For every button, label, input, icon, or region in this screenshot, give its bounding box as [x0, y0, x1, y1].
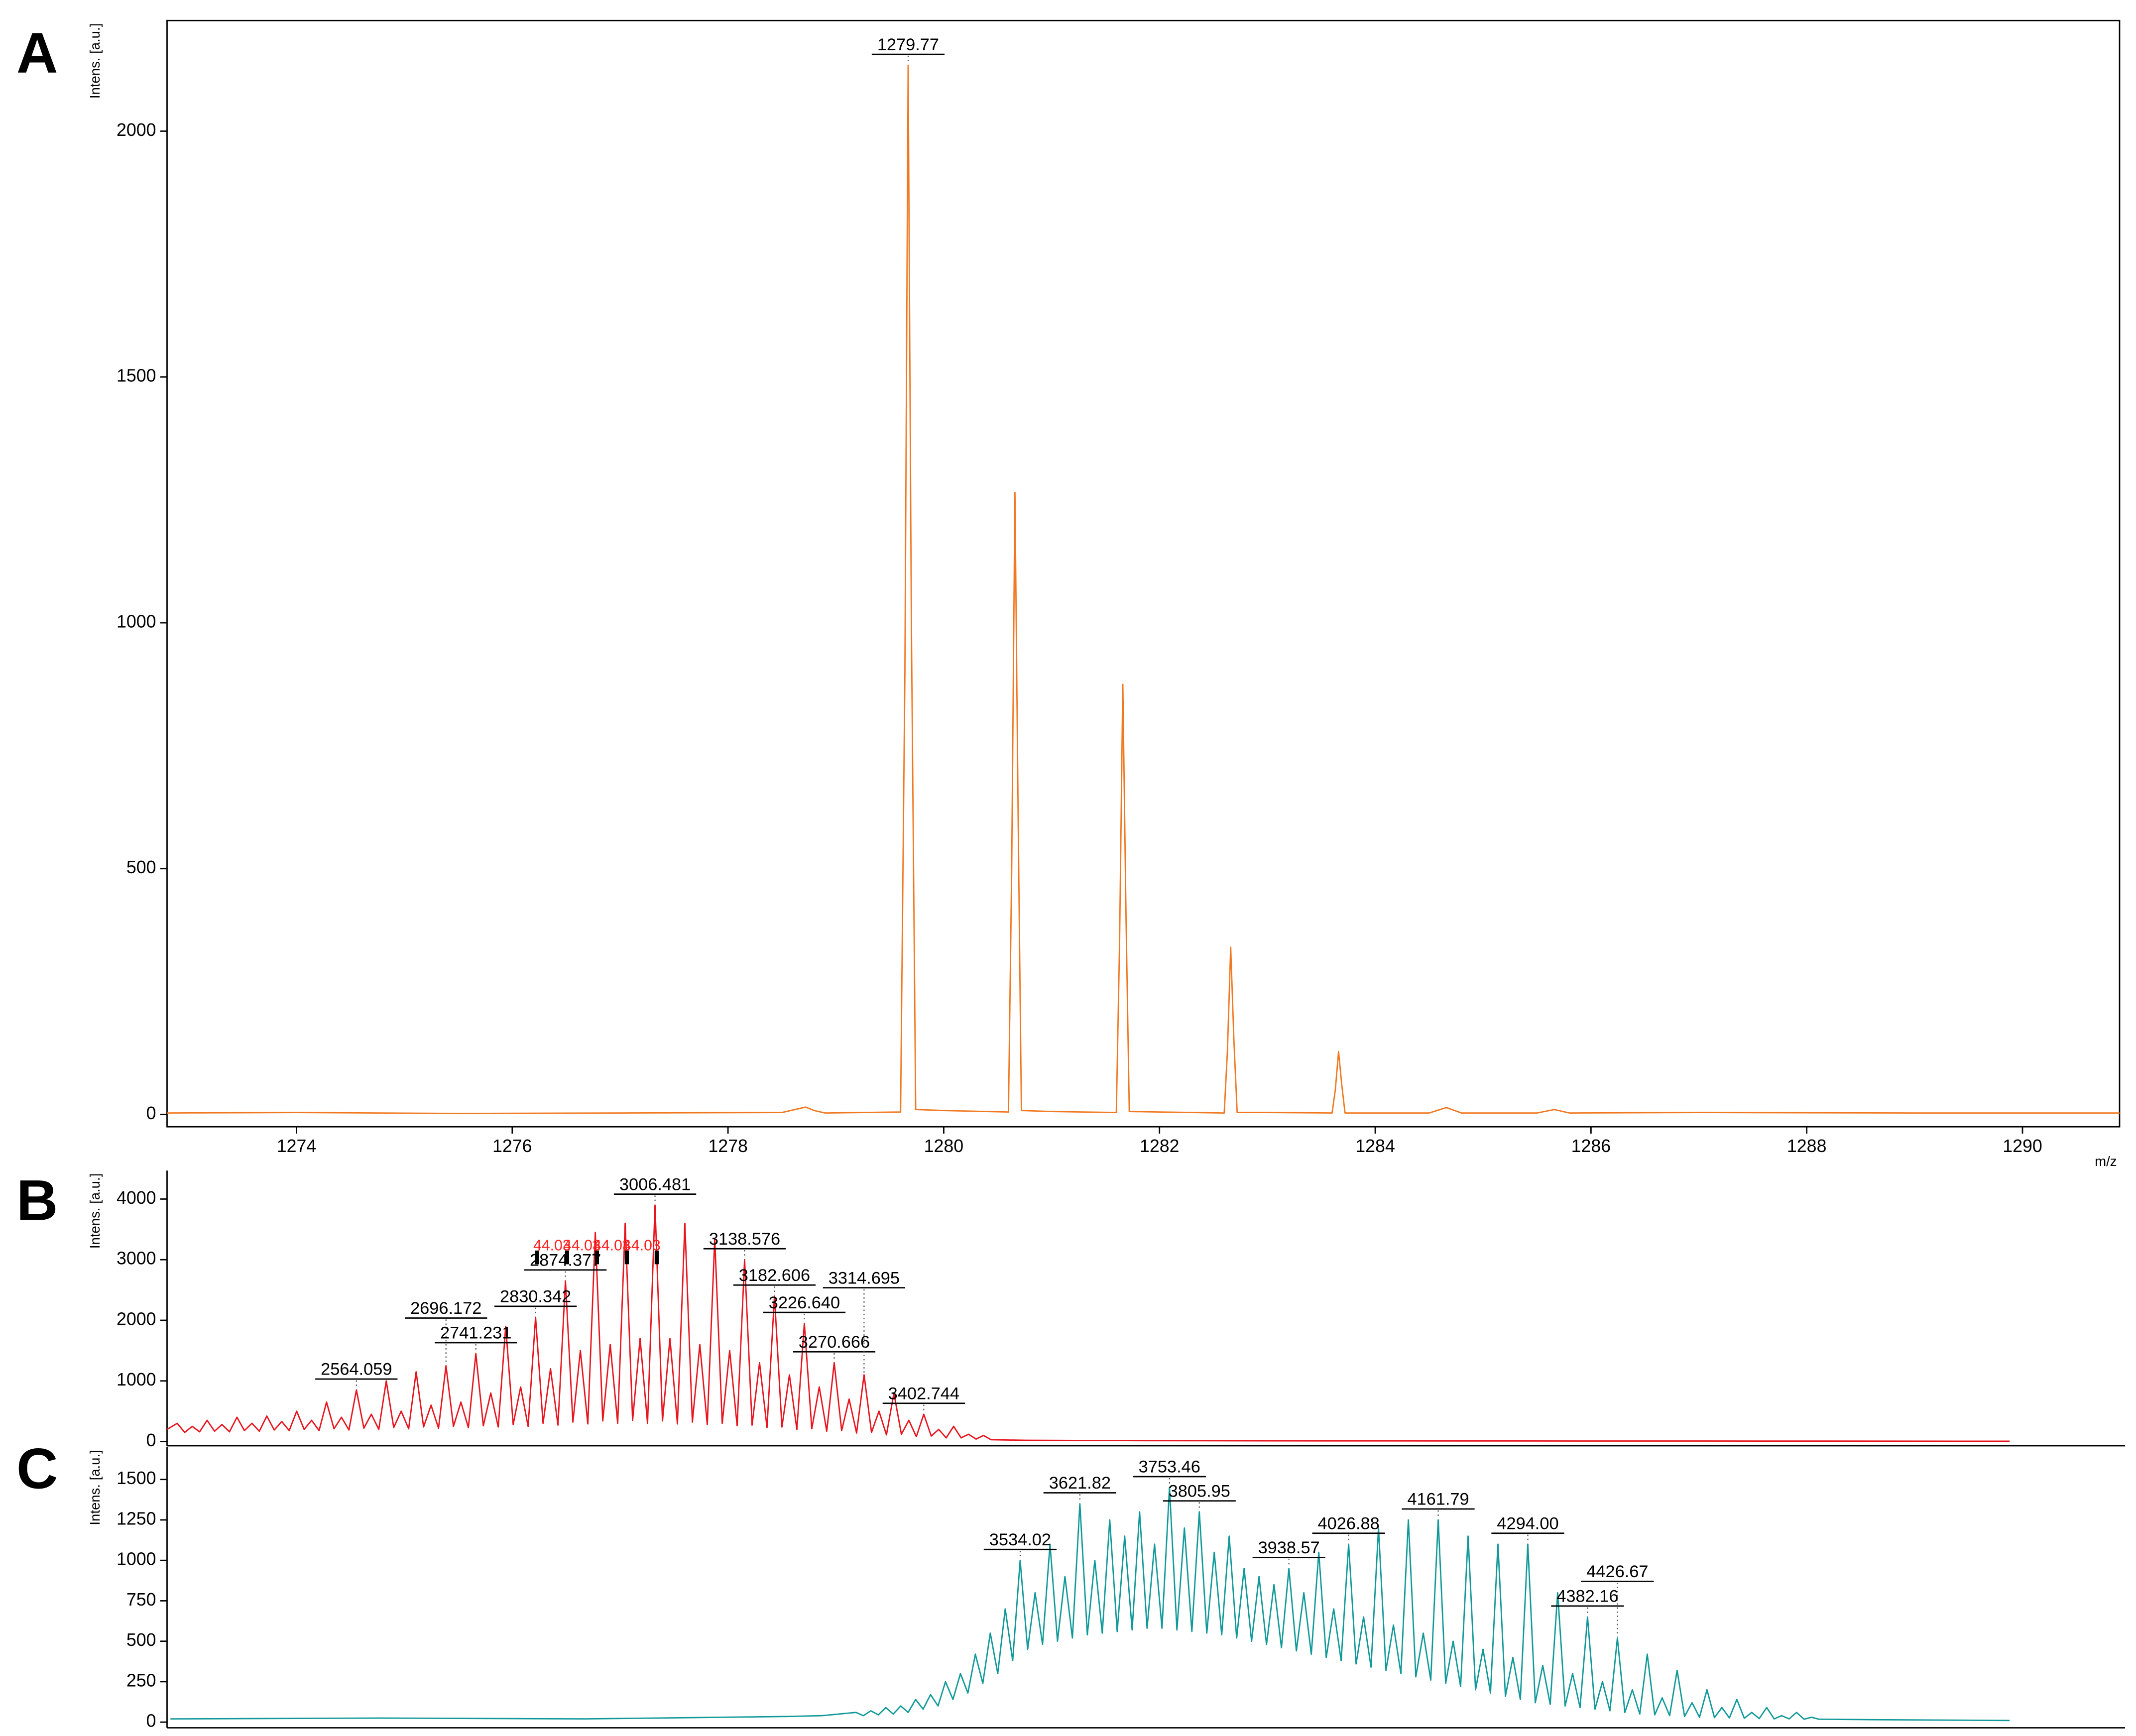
x-tick-label: 1276	[492, 1136, 532, 1156]
x-tick-label: 1282	[1140, 1136, 1180, 1156]
spectrum-line	[167, 64, 2120, 1114]
peak-label: 2830.342	[500, 1287, 571, 1306]
spectrum-line	[166, 1204, 2010, 1442]
y-tick-label: 2000	[117, 1309, 156, 1329]
peak-label: 4161.79	[1407, 1490, 1469, 1509]
y-tick-label: 4000	[117, 1188, 156, 1208]
delta-bar	[535, 1250, 539, 1265]
peak-label: 4382.16	[1556, 1587, 1618, 1606]
y-tick-label: 0	[146, 1103, 156, 1123]
peak-label: 1279.77	[877, 35, 939, 54]
peak-label: 4294.00	[1497, 1514, 1558, 1533]
y-tick-label: 0	[146, 1711, 156, 1731]
y-tick-label: 750	[126, 1590, 156, 1610]
y-tick-label: 500	[126, 1630, 156, 1650]
x-tick-label: 1280	[924, 1136, 964, 1156]
x-tick-label: 1286	[1571, 1136, 1611, 1156]
panel-letter: B	[16, 1168, 58, 1233]
y-tick-label: 3000	[117, 1249, 156, 1269]
peak-label: 2741.231	[440, 1324, 511, 1343]
y-tick-label: 250	[126, 1670, 156, 1690]
y-axis-label: Intens. [a.u.]	[87, 1450, 103, 1525]
x-axis-label: m/z	[2095, 1154, 2117, 1169]
panel-letter: C	[16, 1437, 58, 1501]
peak-label: 2564.059	[321, 1360, 392, 1379]
peak-label: 4026.88	[1318, 1514, 1380, 1533]
delta-label: 44.03	[563, 1238, 601, 1254]
x-tick-label: 1290	[2003, 1136, 2042, 1156]
plot-frame	[166, 19, 2121, 1128]
y-axis-label: Intens. [a.u.]	[87, 23, 103, 99]
delta-bar	[624, 1250, 629, 1265]
y-tick-label: 0	[146, 1430, 156, 1450]
peak-label: 3182.606	[739, 1266, 810, 1285]
delta-bar	[654, 1250, 659, 1265]
delta-label: 44.03	[623, 1238, 661, 1254]
y-tick-label: 1000	[117, 611, 156, 631]
peak-label: 3402.744	[888, 1384, 959, 1403]
peak-label: 3226.640	[769, 1293, 840, 1312]
y-tick-label: 1500	[117, 1468, 156, 1488]
peak-label: 3314.695	[829, 1269, 900, 1287]
peak-label: 3138.576	[709, 1230, 780, 1249]
delta-bar	[565, 1250, 569, 1265]
peak-label: 3270.666	[799, 1333, 870, 1352]
delta-label: 44.03	[533, 1238, 571, 1254]
x-tick-label: 1274	[277, 1136, 317, 1156]
panel-letter: A	[16, 21, 58, 85]
peak-label: 3006.481	[619, 1175, 691, 1194]
delta-label: 44.03	[593, 1238, 631, 1254]
spectrum-line	[170, 1487, 2010, 1722]
y-tick-label: 1000	[117, 1549, 156, 1569]
y-tick-label: 1000	[117, 1370, 156, 1389]
peak-label: 3805.95	[1169, 1482, 1230, 1501]
peak-label: 3753.46	[1139, 1458, 1200, 1477]
peak-label: 4426.67	[1586, 1562, 1648, 1581]
y-tick-label: 2000	[117, 120, 156, 140]
y-axis-label: Intens. [a.u.]	[87, 1173, 103, 1249]
x-tick-label: 1278	[708, 1136, 748, 1156]
y-tick-label: 1250	[117, 1508, 156, 1528]
delta-bar	[594, 1250, 599, 1265]
peak-label: 3938.57	[1258, 1538, 1320, 1557]
x-tick-label: 1288	[1787, 1136, 1827, 1156]
x-tick-label: 1284	[1355, 1136, 1395, 1156]
y-tick-label: 500	[126, 857, 156, 877]
peak-label: 3621.82	[1049, 1474, 1111, 1493]
peak-label: 2696.172	[410, 1299, 481, 1318]
y-tick-label: 1500	[117, 366, 156, 386]
peak-label: 3534.02	[989, 1530, 1051, 1549]
